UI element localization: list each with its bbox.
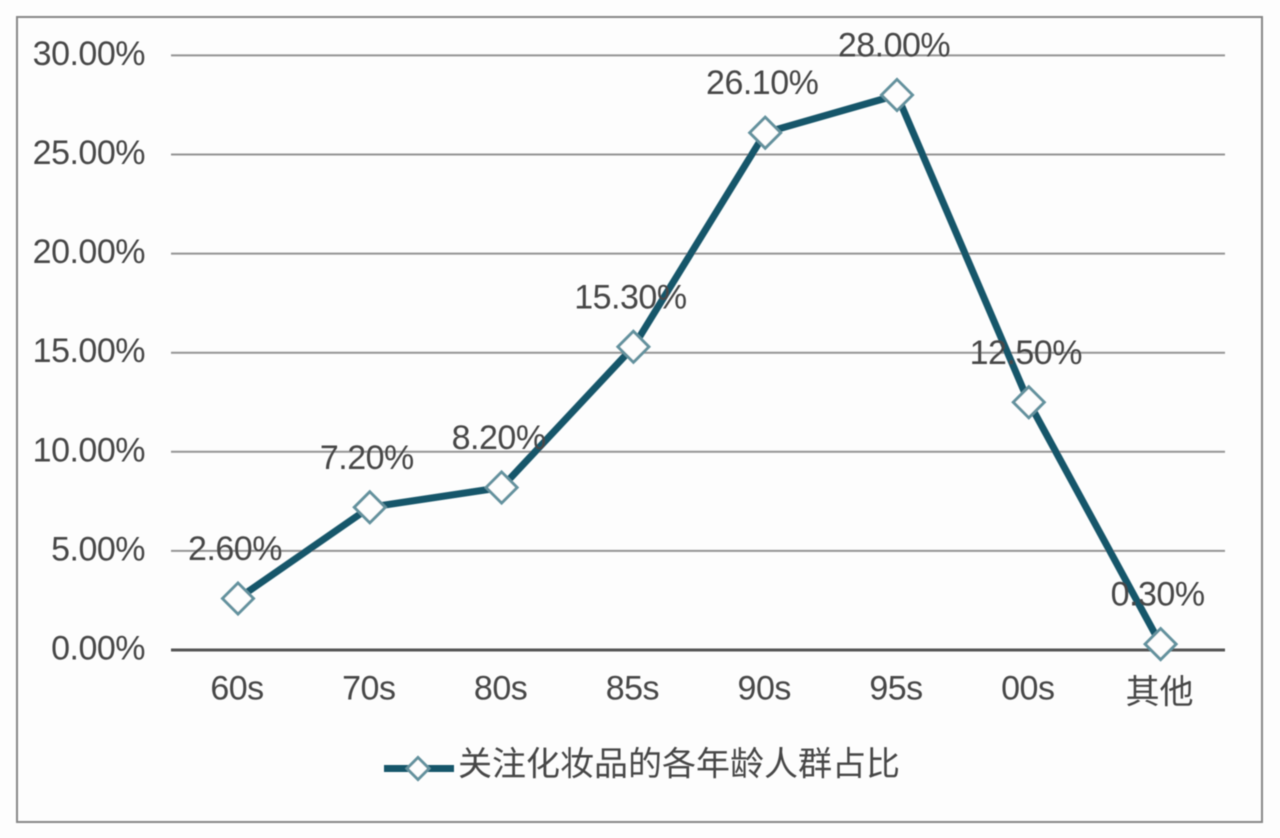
svg-text:0.30%: 0.30% (1111, 576, 1205, 614)
svg-text:15.30%: 15.30% (574, 278, 687, 316)
svg-text:5.00%: 5.00% (51, 530, 145, 568)
svg-text:00s: 00s (1001, 670, 1054, 708)
svg-text:90s: 90s (738, 670, 791, 708)
svg-text:0.00%: 0.00% (51, 630, 145, 668)
svg-text:2.60%: 2.60% (188, 530, 282, 568)
svg-text:15.00%: 15.00% (33, 332, 146, 370)
svg-text:28.00%: 28.00% (838, 27, 951, 65)
svg-text:10.00%: 10.00% (33, 431, 146, 469)
svg-text:12.50%: 12.50% (970, 334, 1083, 372)
svg-text:8.20%: 8.20% (452, 419, 546, 457)
svg-text:7.20%: 7.20% (320, 439, 414, 477)
svg-text:95s: 95s (869, 670, 922, 708)
svg-text:70s: 70s (342, 670, 395, 708)
svg-text:60s: 60s (210, 670, 263, 708)
svg-text:80s: 80s (474, 670, 527, 708)
svg-text:20.00%: 20.00% (33, 233, 146, 271)
svg-text:26.10%: 26.10% (706, 64, 819, 102)
svg-text:85s: 85s (606, 670, 659, 708)
svg-text:30.00%: 30.00% (33, 35, 146, 73)
svg-text:25.00%: 25.00% (33, 134, 146, 172)
